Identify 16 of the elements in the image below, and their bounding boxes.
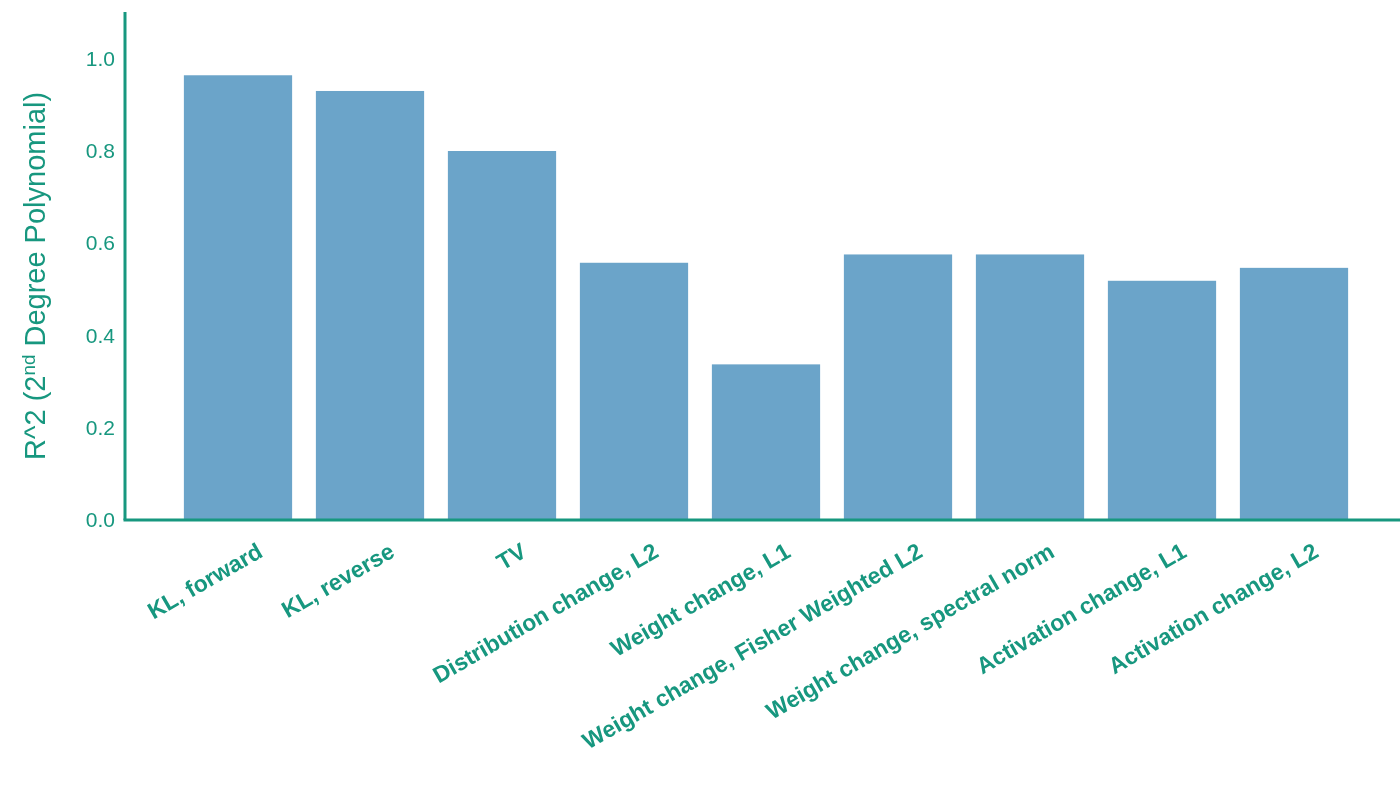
y-tick-label: 0.4	[85, 323, 116, 347]
bar	[315, 90, 425, 520]
y-tick-label: 0.0	[85, 508, 115, 532]
bar	[843, 254, 953, 520]
bar	[1107, 280, 1217, 520]
y-tick-label: 0.2	[85, 415, 115, 439]
x-tick-label: TV	[492, 537, 532, 575]
bar	[447, 151, 557, 520]
bar	[183, 75, 293, 520]
bar	[1239, 267, 1349, 520]
y-tick-label: 0.6	[85, 231, 115, 255]
bar	[711, 364, 821, 520]
bar	[579, 262, 689, 520]
y-tick-label: 0.8	[85, 138, 115, 162]
bar	[975, 254, 1085, 520]
y-tick-label: 1.0	[85, 46, 115, 70]
